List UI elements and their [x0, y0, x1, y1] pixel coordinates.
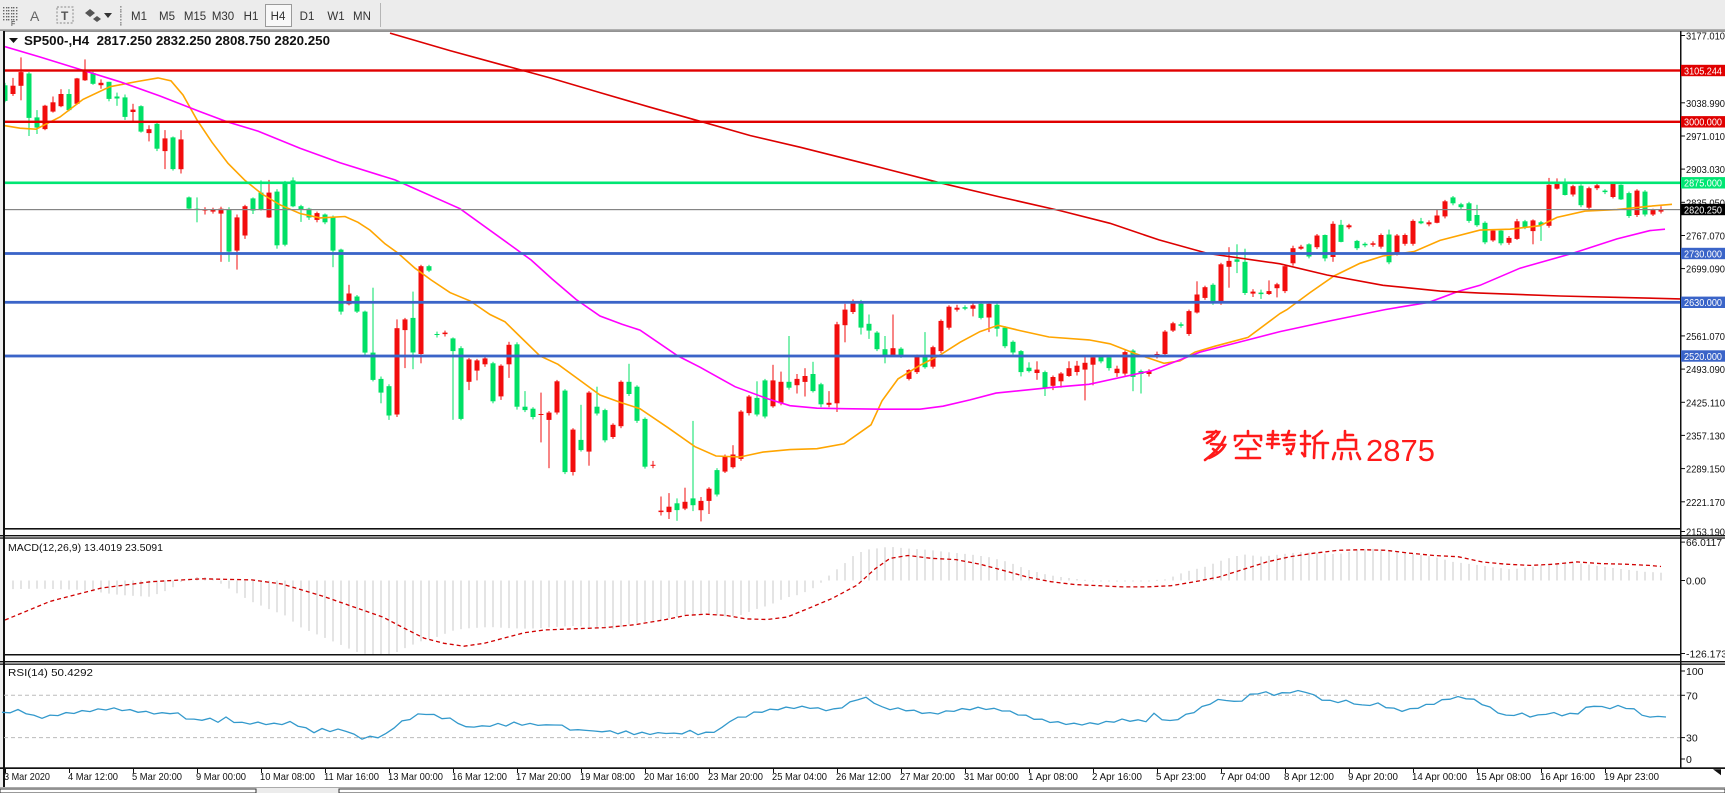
svg-text:5 Apr 23:00: 5 Apr 23:00 [1156, 771, 1206, 783]
svg-text:26 Mar 12:00: 26 Mar 12:00 [836, 771, 891, 783]
svg-text:0: 0 [1686, 754, 1692, 766]
svg-text:MN: MN [353, 11, 371, 23]
svg-text:1 Apr 08:00: 1 Apr 08:00 [1028, 771, 1078, 783]
svg-text:9 Apr 20:00: 9 Apr 20:00 [1348, 771, 1398, 783]
svg-text:19 Mar 08:00: 19 Mar 08:00 [580, 771, 635, 783]
svg-text:25 Mar 04:00: 25 Mar 04:00 [772, 771, 827, 783]
svg-text:17 Mar 20:00: 17 Mar 20:00 [516, 771, 571, 783]
svg-text:F: F [11, 21, 15, 28]
svg-text:M30: M30 [212, 11, 234, 23]
svg-text:T: T [61, 9, 69, 23]
svg-text:2875: 2875 [1366, 433, 1435, 468]
svg-text:M15: M15 [184, 11, 206, 23]
svg-text:SP500-,H4 2817.250 2832.250 2: SP500-,H4 2817.250 2832.250 2808.750 282… [24, 34, 330, 48]
svg-text:2875.000: 2875.000 [1684, 178, 1722, 190]
svg-text:7 Apr 04:00: 7 Apr 04:00 [1220, 771, 1270, 783]
svg-text:2357.130: 2357.130 [1686, 430, 1725, 442]
svg-text:2820.250: 2820.250 [1684, 204, 1722, 216]
svg-text:2153.190: 2153.190 [1686, 527, 1725, 539]
svg-text:A: A [30, 8, 40, 24]
svg-text:3105.244: 3105.244 [1684, 65, 1722, 77]
svg-text:16 Apr 16:00: 16 Apr 16:00 [1540, 771, 1595, 783]
svg-text:0.00: 0.00 [1686, 576, 1706, 588]
svg-text:2903.030: 2903.030 [1686, 164, 1725, 176]
svg-text:RSI(14) 50.4292: RSI(14) 50.4292 [8, 667, 93, 679]
svg-text:23 Mar 20:00: 23 Mar 20:00 [708, 771, 763, 783]
svg-text:2493.090: 2493.090 [1686, 364, 1725, 376]
svg-text:2730.000: 2730.000 [1684, 248, 1722, 260]
svg-text:19 Apr 23:00: 19 Apr 23:00 [1604, 771, 1659, 783]
svg-text:2630.000: 2630.000 [1684, 297, 1722, 309]
svg-text:30: 30 [1686, 733, 1698, 745]
svg-text:70: 70 [1686, 690, 1698, 702]
svg-text:14 Apr 00:00: 14 Apr 00:00 [1412, 771, 1467, 783]
svg-text:8 Apr 12:00: 8 Apr 12:00 [1284, 771, 1334, 783]
svg-text:3000.000: 3000.000 [1684, 117, 1722, 129]
svg-text:M1: M1 [131, 11, 147, 23]
svg-text:5 Mar 20:00: 5 Mar 20:00 [132, 771, 182, 783]
svg-text:9 Mar 00:00: 9 Mar 00:00 [196, 771, 246, 783]
svg-text:66.0117: 66.0117 [1686, 537, 1722, 549]
svg-text:2561.070: 2561.070 [1686, 331, 1725, 343]
svg-text:M5: M5 [159, 11, 175, 23]
svg-text:10 Mar 08:00: 10 Mar 08:00 [260, 771, 315, 783]
svg-text:H4: H4 [271, 11, 286, 23]
svg-text:20 Mar 16:00: 20 Mar 16:00 [644, 771, 699, 783]
svg-text:2 Apr 16:00: 2 Apr 16:00 [1092, 771, 1142, 783]
svg-text:2520.000: 2520.000 [1684, 351, 1722, 363]
svg-text:100: 100 [1686, 666, 1704, 678]
svg-text:15 Apr 08:00: 15 Apr 08:00 [1476, 771, 1531, 783]
svg-text:H1: H1 [244, 11, 259, 23]
svg-text:3 Mar 2020: 3 Mar 2020 [4, 771, 50, 783]
svg-text:2425.110: 2425.110 [1686, 397, 1725, 409]
svg-text:4 Mar 12:00: 4 Mar 12:00 [68, 771, 118, 783]
svg-text:D1: D1 [300, 11, 315, 23]
svg-text:13 Mar 00:00: 13 Mar 00:00 [388, 771, 443, 783]
svg-text:W1: W1 [327, 11, 344, 23]
svg-text:11 Mar 16:00: 11 Mar 16:00 [324, 771, 379, 783]
svg-text:31 Mar 00:00: 31 Mar 00:00 [964, 771, 1019, 783]
svg-text:16 Mar 12:00: 16 Mar 12:00 [452, 771, 507, 783]
svg-text:27 Mar 20:00: 27 Mar 20:00 [900, 771, 955, 783]
svg-text:2221.170: 2221.170 [1686, 497, 1725, 509]
svg-text:3177.010: 3177.010 [1686, 31, 1725, 43]
svg-text:2289.150: 2289.150 [1686, 464, 1725, 476]
svg-text:2767.070: 2767.070 [1686, 231, 1725, 243]
svg-text:3038.990: 3038.990 [1686, 98, 1725, 110]
svg-text:2971.010: 2971.010 [1686, 131, 1725, 143]
svg-text:MACD(12,26,9) 13.4019 23.5091: MACD(12,26,9) 13.4019 23.5091 [8, 542, 163, 554]
svg-text:2699.090: 2699.090 [1686, 264, 1725, 276]
svg-text:-126.173: -126.173 [1686, 649, 1725, 661]
